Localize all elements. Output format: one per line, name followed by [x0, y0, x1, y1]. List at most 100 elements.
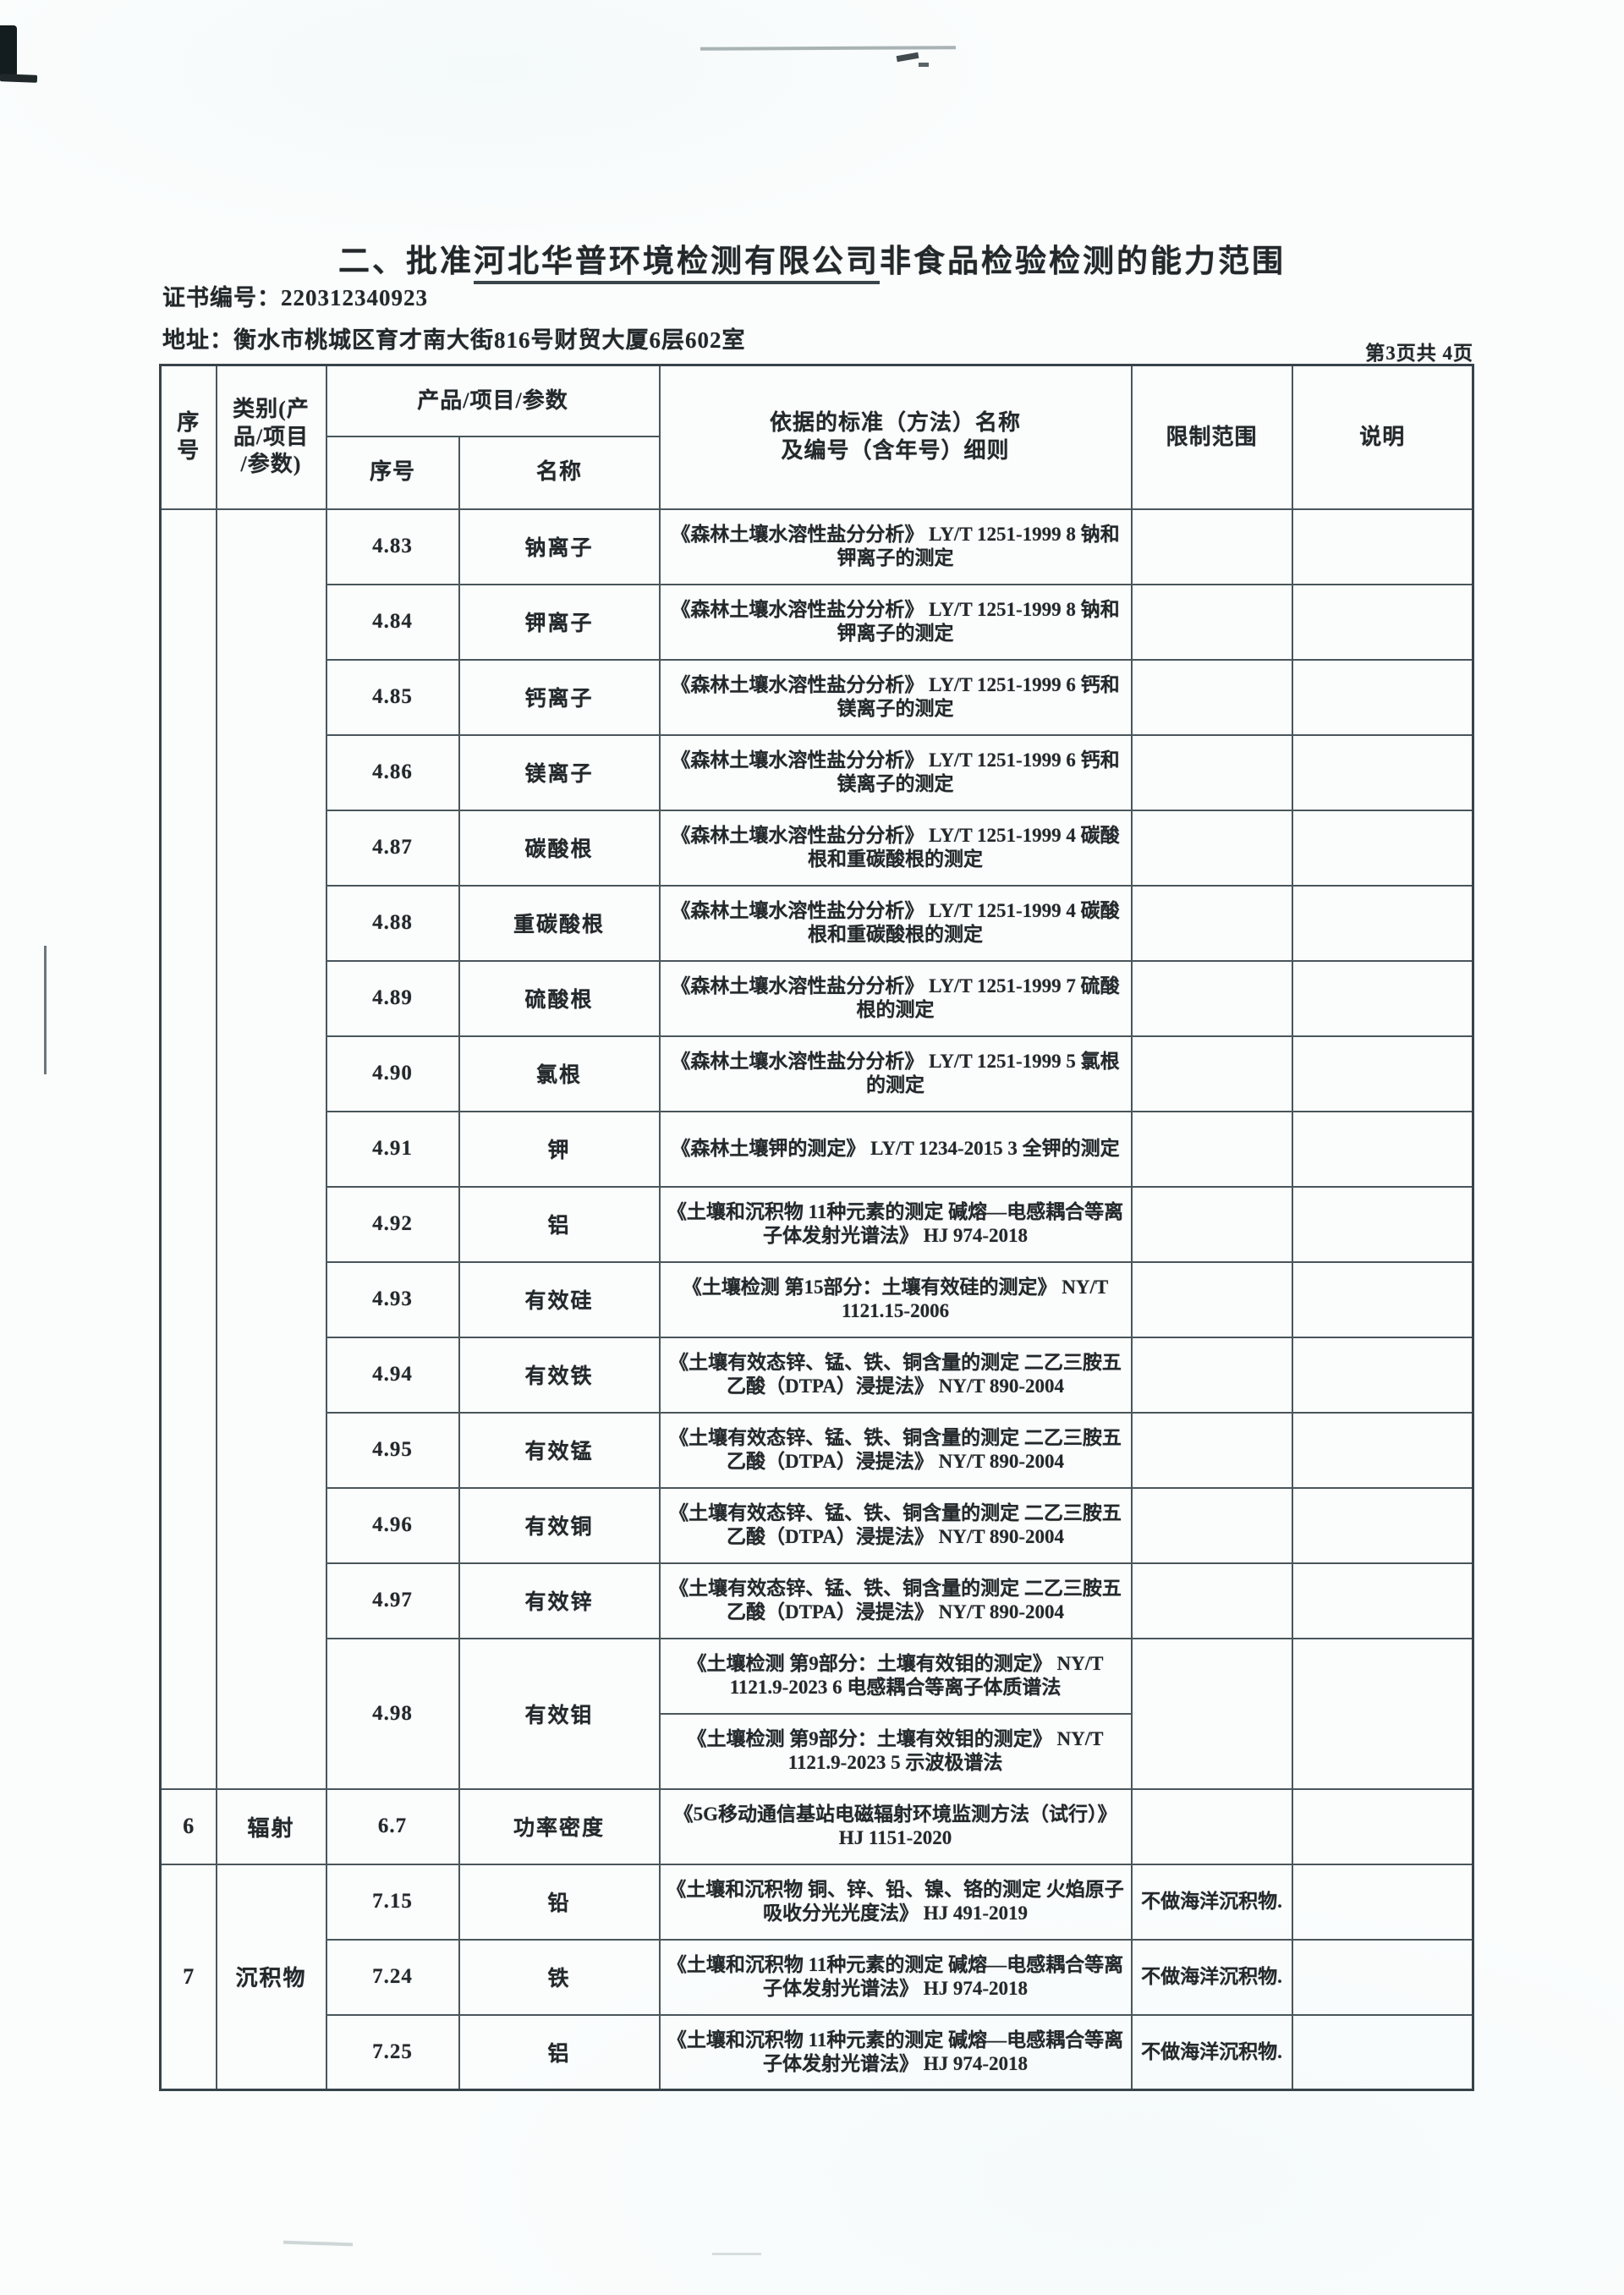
scan-artifact-smudge — [283, 2240, 354, 2247]
cell-item-name: 有效铁 — [458, 1336, 661, 1414]
cell-note — [1291, 1110, 1474, 1188]
cell-item-no: 4.91 — [325, 1110, 460, 1188]
cell-limit — [1130, 1035, 1293, 1112]
cell-item-no: 4.84 — [325, 583, 460, 661]
certificate-number-line: 证书编号：220312340923 — [162, 279, 428, 312]
cell-limit — [1130, 884, 1293, 962]
cell-note — [1291, 508, 1474, 585]
cell-note — [1291, 1863, 1474, 1941]
cell-item-no: 7.24 — [325, 1938, 460, 2016]
cell-note — [1291, 1411, 1474, 1489]
cell-limit — [1130, 1787, 1293, 1865]
cell-standard: 《土壤有效态锌、锰、铁、铜含量的测定 二乙三胺五乙酸（DTPA）浸提法》 NY/… — [658, 1486, 1133, 1564]
scan-artifact-smudge — [712, 2253, 761, 2255]
cell-item-no: 4.93 — [325, 1260, 460, 1338]
cell-note — [1291, 1486, 1474, 1564]
page-indicator: 第3页共 4页 — [1365, 343, 1473, 364]
cell-note — [1291, 1185, 1474, 1263]
title-suffix: 非食品检验检测的能力范围 — [880, 244, 1286, 279]
cell-item-no: 4.86 — [325, 733, 460, 811]
cell-category: 辐射 — [215, 1787, 327, 1865]
cell-item-name: 铁 — [458, 1938, 661, 2016]
cell-item-no: 7.25 — [325, 2013, 460, 2091]
table-row: 4.98 有效钼 《土壤检测 第9部分：土壤有效钼的测定》 NY/T 1121.… — [161, 1637, 1474, 1790]
cell-item-no: 4.94 — [325, 1336, 460, 1414]
cell-item-no: 6.7 — [325, 1787, 460, 1865]
cell-item-no: 4.92 — [325, 1185, 460, 1263]
cell-note — [1291, 1938, 1474, 2016]
cell-limit — [1130, 1260, 1293, 1338]
cell-standard: 《森林土壤水溶性盐分分析》 LY/T 1251-1999 5 氯根的测定 — [658, 1035, 1133, 1112]
cell-standard: 《土壤和沉积物 11种元素的测定 碱熔—电感耦合等离子体发射光谱法》 HJ 97… — [658, 2013, 1133, 2091]
cell-serial-no — [159, 508, 217, 1790]
cell-item-name: 钾离子 — [458, 583, 661, 661]
table-row: 4.87 碳酸根 《森林土壤水溶性盐分分析》 LY/T 1251-1999 4 … — [161, 809, 1474, 887]
cell-limit — [1130, 1185, 1293, 1263]
cell-item-name: 钾 — [458, 1110, 661, 1188]
cell-item-no: 4.87 — [325, 809, 460, 887]
table-row: 4.93 有效硅 《土壤检测 第15部分：土壤有效硅的测定》 NY/T 1121… — [161, 1260, 1474, 1338]
table-row: 4.95 有效锰 《土壤有效态锌、锰、铁、铜含量的测定 二乙三胺五乙酸（DTPA… — [161, 1411, 1474, 1489]
cell-item-name: 有效钼 — [458, 1637, 661, 1790]
cell-note — [1291, 959, 1474, 1037]
cell-limit — [1130, 1110, 1293, 1188]
header-note: 说明 — [1291, 364, 1474, 510]
title-prefix: 二、批准 — [338, 244, 474, 279]
cell-item-name: 有效硅 — [458, 1260, 661, 1338]
cell-item-name: 有效锰 — [458, 1411, 661, 1489]
header-product-name: 名称 — [458, 435, 661, 510]
cell-note — [1291, 1035, 1474, 1112]
cell-limit — [1130, 809, 1293, 887]
cell-limit — [1130, 658, 1293, 736]
table-row: 7.25 铝 《土壤和沉积物 11种元素的测定 碱熔—电感耦合等离子体发射光谱法… — [161, 2013, 1474, 2091]
title-company-name: 河北华普环境检测有限公司 — [474, 244, 880, 284]
scan-artifact-mark — [896, 52, 919, 63]
cell-limit — [1130, 1637, 1293, 1790]
cell-item-name: 重碳酸根 — [458, 884, 661, 962]
table-row: 4.88 重碳酸根 《森林土壤水溶性盐分分析》 LY/T 1251-1999 4… — [161, 884, 1474, 962]
table-row: 4.89 硫酸根 《森林土壤水溶性盐分分析》 LY/T 1251-1999 7 … — [161, 959, 1474, 1037]
cell-item-no: 7.15 — [325, 1863, 460, 1941]
table-row: 4.92 铝 《土壤和沉积物 11种元素的测定 碱熔—电感耦合等离子体发射光谱法… — [161, 1185, 1474, 1263]
cell-standard: 《森林土壤水溶性盐分分析》 LY/T 1251-1999 8 钠和钾离子的测定 — [658, 583, 1133, 661]
header-limit-scope: 限制范围 — [1130, 364, 1293, 510]
cell-item-no: 4.96 — [325, 1486, 460, 1564]
cell-limit — [1130, 1411, 1293, 1489]
header-product-group: 产品/项目/参数 — [325, 364, 661, 437]
cell-item-no: 4.98 — [325, 1637, 460, 1790]
cell-standard: 《森林土壤水溶性盐分分析》 LY/T 1251-1999 6 钙和镁离子的测定 — [658, 733, 1133, 811]
scan-artifact-blob — [0, 25, 17, 76]
table-row: 《土壤检测 第9部分：土壤有效钼的测定》 NY/T 1121.9-2023 5 … — [161, 1712, 1473, 1790]
table-row: 7 沉积物 7.15 铅 《土壤和沉积物 铜、锌、铅、镍、铬的测定 火焰原子吸收… — [159, 1863, 1474, 2091]
header-category: 类别(产 品/项目 /参数) — [215, 364, 327, 510]
cell-item-no: 4.85 — [325, 658, 460, 736]
cell-limit — [1130, 1336, 1293, 1414]
cell-item-name: 钠离子 — [458, 508, 661, 585]
cell-limit: 不做海洋沉积物. — [1130, 1938, 1293, 2016]
cell-item-no: 4.90 — [325, 1035, 460, 1112]
cell-item-no: 4.89 — [325, 959, 460, 1037]
cell-standard: 《森林土壤钾的测定》 LY/T 1234-2015 3 全钾的测定 — [658, 1110, 1133, 1188]
table-row: 4.84 钾离子 《森林土壤水溶性盐分分析》 LY/T 1251-1999 8 … — [161, 583, 1474, 661]
cell-standard: 《5G移动通信基站电磁辐射环境监测方法（试行）》 HJ 1151-2020 — [658, 1787, 1133, 1865]
cell-note — [1291, 1787, 1474, 1865]
table-row: 6 辐射 6.7 功率密度 《5G移动通信基站电磁辐射环境监测方法（试行）》 H… — [159, 1787, 1474, 1865]
cell-limit: 不做海洋沉积物. — [1130, 2013, 1293, 2091]
scan-artifact-line — [44, 946, 47, 1074]
header-product-serial: 序号 — [325, 435, 460, 510]
table-row: 4.90 氯根 《森林土壤水溶性盐分分析》 LY/T 1251-1999 5 氯… — [161, 1035, 1474, 1112]
cell-item-no: 4.97 — [325, 1562, 460, 1639]
scan-artifact-line — [700, 46, 957, 51]
cell-note — [1291, 1637, 1474, 1790]
cell-note — [1291, 658, 1474, 736]
cell-item-name: 铅 — [458, 1863, 661, 1941]
cell-item-name: 钙离子 — [458, 658, 661, 736]
cell-limit — [1130, 1562, 1293, 1639]
cell-note — [1291, 809, 1474, 887]
table-row: 4.96 有效铜 《土壤有效态锌、锰、铁、铜含量的测定 二乙三胺五乙酸（DTPA… — [161, 1486, 1474, 1564]
capability-table: 序号 类别(产 品/项目 /参数) 产品/项目/参数 依据的标准（方法）名称 及… — [159, 364, 1475, 2091]
cell-item-name: 氯根 — [458, 1035, 661, 1112]
cell-serial-no: 6 — [159, 1787, 217, 1865]
cell-item-no: 4.83 — [325, 508, 460, 585]
